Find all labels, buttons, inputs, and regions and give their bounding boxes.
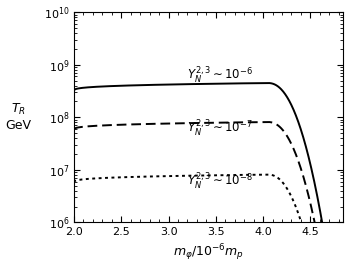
Text: $Y_N^{2,3}$$\sim$$10^{-6}$: $Y_N^{2,3}$$\sim$$10^{-6}$ <box>187 66 254 86</box>
Text: $Y_N^{2,3}$$\sim$$10^{-8}$: $Y_N^{2,3}$$\sim$$10^{-8}$ <box>187 171 253 192</box>
Text: $Y_N^{2,3}$$\sim$$10^{-7}$: $Y_N^{2,3}$$\sim$$10^{-7}$ <box>187 119 253 139</box>
X-axis label: $m_{\varphi}/10^{-6}m_p$: $m_{\varphi}/10^{-6}m_p$ <box>173 243 244 263</box>
Y-axis label: $T_R$
GeV: $T_R$ GeV <box>6 102 31 132</box>
